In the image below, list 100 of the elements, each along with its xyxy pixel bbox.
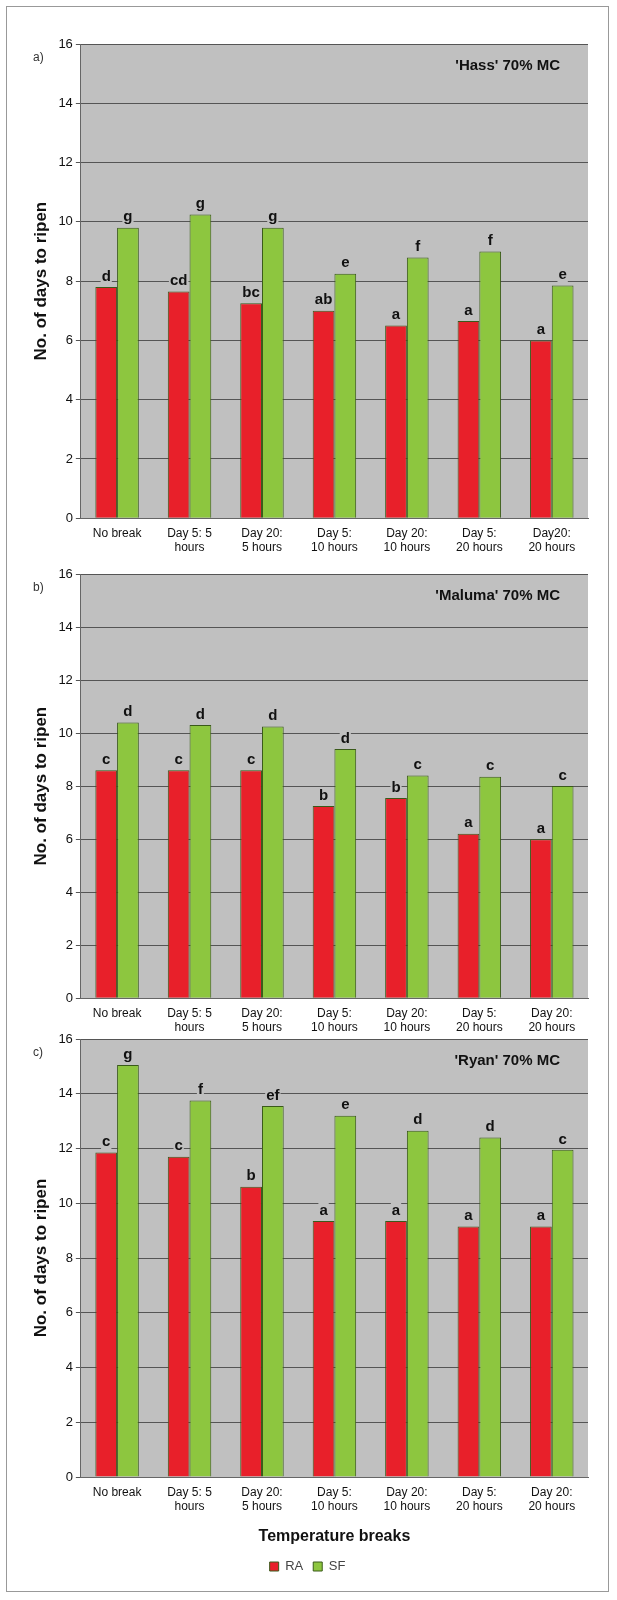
data-label: c <box>174 749 183 767</box>
data-label: e <box>341 1095 350 1113</box>
data-label: d <box>268 706 278 724</box>
y-axis-title: No. of days to ripen <box>30 706 50 866</box>
y-tick-label: 12 <box>58 154 73 170</box>
x-axis-title: Temperature breaks <box>258 1526 411 1544</box>
y-tick-label: 14 <box>58 1085 73 1101</box>
y-tick-label: 8 <box>65 272 73 288</box>
data-label: f <box>197 1080 204 1098</box>
y-tick-label: 6 <box>65 331 73 347</box>
y-tick-label: 6 <box>65 830 73 846</box>
x-tick-label: Day 5: 10 hours <box>311 525 358 555</box>
data-label: a <box>391 1200 401 1218</box>
x-tick-label: Day 20: 10 hours <box>383 525 431 555</box>
y-tick-label: 12 <box>58 671 73 687</box>
x-tick-label: Day20: 20 hours <box>528 525 576 555</box>
y-tick-label: 14 <box>58 618 73 634</box>
data-label: d <box>413 1110 423 1128</box>
y-axis-title: No. of days to ripen <box>30 201 50 361</box>
data-label: d <box>101 266 111 284</box>
x-tick-label: Day 20: 5 hours <box>241 1484 283 1513</box>
data-label: ef <box>266 1085 281 1103</box>
y-tick-label: 4 <box>65 1359 73 1375</box>
y-tick-label: 16 <box>58 35 73 51</box>
y-tick-label: 6 <box>65 1304 73 1320</box>
y-tick-label: 16 <box>58 565 73 581</box>
data-label: d <box>485 1117 495 1135</box>
data-label: a <box>536 320 546 338</box>
x-tick-label: Day 5: 10 hours <box>311 1005 358 1035</box>
data-label: c <box>486 756 495 774</box>
data-label: d <box>340 728 350 746</box>
y-tick-label: 14 <box>58 94 73 110</box>
data-label: c <box>174 1136 183 1154</box>
data-label: a <box>319 1200 329 1218</box>
text: 'Ryan' 70% MC <box>454 1050 561 1068</box>
y-tick-label: 12 <box>58 1140 73 1156</box>
x-tick-label: Day 5: 20 hours <box>455 525 503 555</box>
data-label: a <box>391 305 401 323</box>
x-tick-label: Day 5: 5 hours <box>167 525 213 555</box>
data-label: c <box>413 755 422 773</box>
data-label: c <box>102 1132 111 1150</box>
data-label: b <box>318 785 329 803</box>
data-label: b <box>391 777 401 795</box>
data-label: d <box>123 702 133 720</box>
y-tick-label: 8 <box>65 1249 73 1265</box>
y-tick-label: 0 <box>65 989 73 1005</box>
y-tick-label: 0 <box>65 509 73 525</box>
text: 'Hass' 70% MC <box>455 55 561 73</box>
data-label: c <box>558 1129 567 1147</box>
data-label: g <box>123 207 133 225</box>
data-label: b <box>246 1166 256 1184</box>
y-tick-label: 10 <box>58 1194 73 1210</box>
x-tick-label: Day 20: 20 hours <box>528 1005 576 1035</box>
data-label: a <box>536 818 546 836</box>
y-tick-label: 0 <box>65 1468 73 1484</box>
data-label: ab <box>314 290 333 308</box>
y-tick-label: 8 <box>65 777 73 793</box>
x-tick-label: Day 5: 20 hours <box>455 1005 503 1035</box>
y-tick-label: 4 <box>65 391 73 407</box>
data-label: bc <box>242 282 260 300</box>
y-tick-label: 16 <box>58 1030 73 1046</box>
data-label: g <box>195 194 205 212</box>
data-label: g <box>268 207 278 225</box>
x-tick-label: No break <box>92 1005 143 1020</box>
x-tick-label: Day 5: 5 hours <box>167 1005 213 1035</box>
text: b) <box>33 580 44 595</box>
legend-label: RA <box>285 1558 304 1574</box>
data-label: a <box>464 300 474 318</box>
legend-label: SF <box>328 1558 346 1574</box>
data-label: e <box>341 253 350 271</box>
text: c) <box>33 1045 43 1060</box>
y-tick-label: 10 <box>58 724 73 740</box>
data-label: cd <box>169 271 188 289</box>
x-tick-label: Day 5: 20 hours <box>455 1484 503 1513</box>
text: a) <box>33 50 44 65</box>
y-axis-title: No. of days to ripen <box>30 1178 50 1338</box>
y-tick-label: 2 <box>65 1413 73 1429</box>
data-label: f <box>487 231 494 249</box>
text: 'Maluma' 70% MC <box>435 585 561 603</box>
y-tick-label: 4 <box>65 883 73 899</box>
x-tick-label: Day 20: 5 hours <box>241 1005 283 1035</box>
x-tick-label: No break <box>92 525 143 540</box>
data-label: d <box>195 704 205 722</box>
data-label: a <box>536 1206 546 1224</box>
x-tick-label: Day 5: 10 hours <box>311 1484 358 1513</box>
x-tick-label: Day 20: 5 hours <box>241 525 283 555</box>
x-tick-label: Day 5: 5 hours <box>167 1484 213 1513</box>
data-label: a <box>464 813 474 831</box>
x-tick-label: Day 20: 10 hours <box>383 1484 431 1513</box>
data-label: g <box>123 1044 133 1062</box>
data-label: c <box>246 749 256 767</box>
data-label: c <box>102 749 111 767</box>
data-label: f <box>415 237 422 255</box>
x-tick-label: No break <box>92 1484 143 1499</box>
x-tick-label: Day 20: 10 hours <box>383 1005 431 1035</box>
data-label: a <box>464 1206 474 1224</box>
y-tick-label: 2 <box>65 450 73 466</box>
y-tick-label: 2 <box>65 936 73 952</box>
x-tick-label: Day 20: 20 hours <box>528 1484 576 1513</box>
data-label: e <box>558 265 567 283</box>
